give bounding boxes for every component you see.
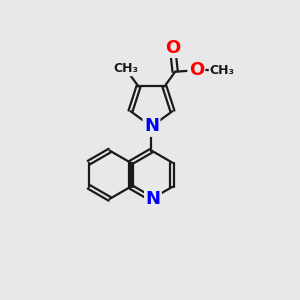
Text: O: O — [165, 39, 181, 57]
Text: CH₃: CH₃ — [210, 64, 235, 77]
Text: N: N — [146, 190, 160, 208]
Text: CH₃: CH₃ — [113, 62, 138, 75]
Text: N: N — [144, 117, 159, 135]
Text: O: O — [189, 61, 204, 79]
